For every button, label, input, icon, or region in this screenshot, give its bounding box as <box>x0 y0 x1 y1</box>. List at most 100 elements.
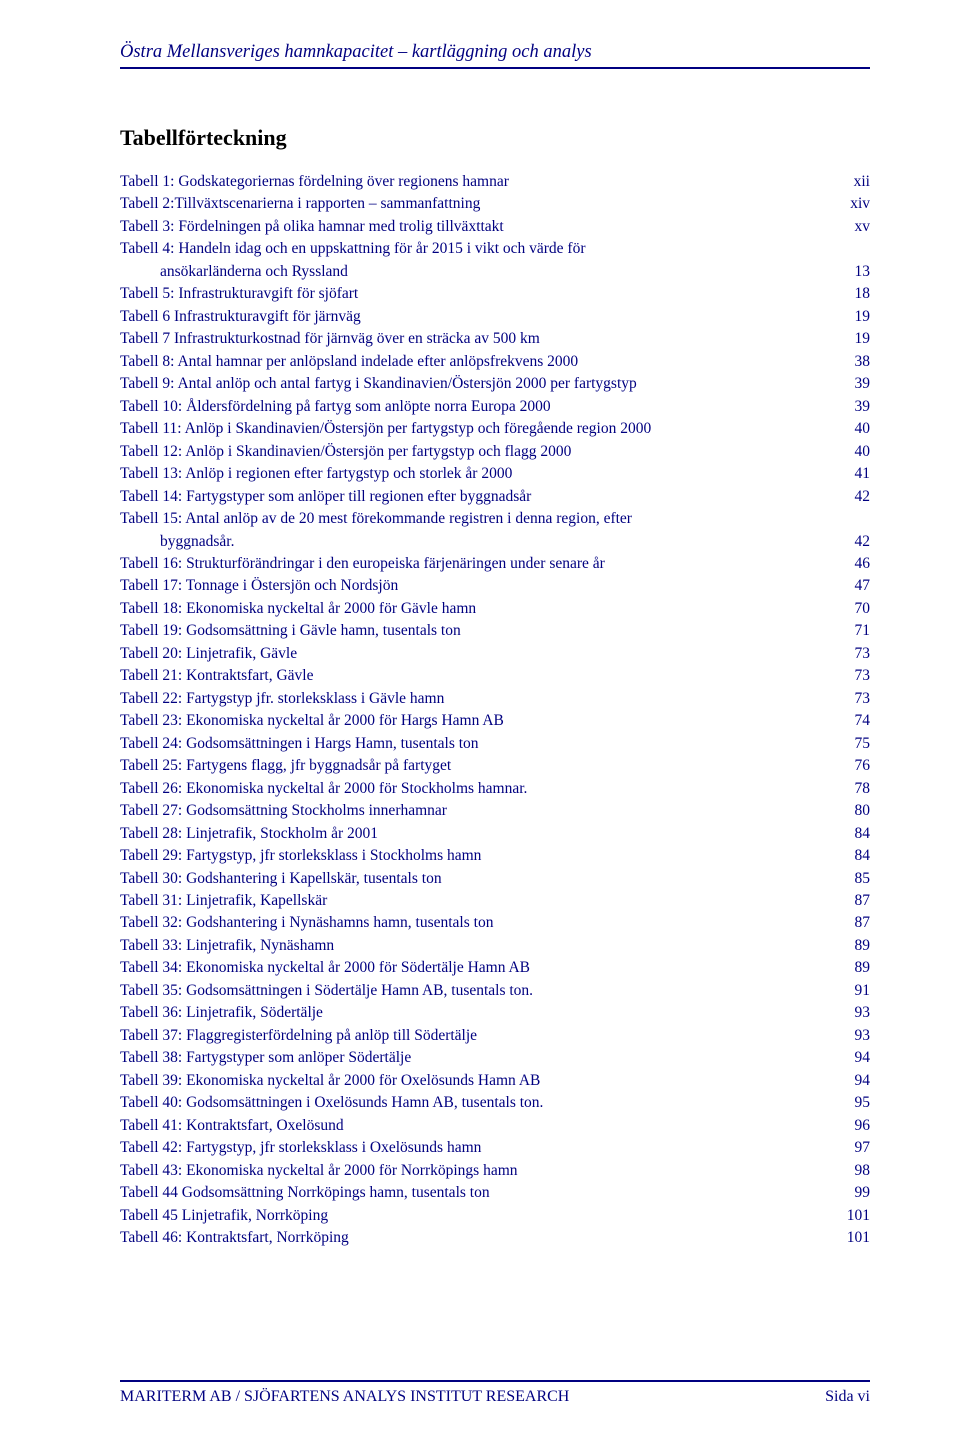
toc-entry-page: 19 <box>842 306 870 328</box>
footer-right: Sida vi <box>825 1388 870 1406</box>
toc-entry-page: xiv <box>842 193 870 215</box>
toc-entry-label: Tabell 46: Kontraktsfart, Norrköping <box>120 1227 349 1249</box>
toc-entry: Tabell 30: Godshantering i Kapellskär, t… <box>120 868 870 890</box>
page-footer: MARITERM AB / SJÖFARTENS ANALYS INSTITUT… <box>120 1380 870 1406</box>
toc-entry-label: byggnadsår. <box>120 531 234 553</box>
toc-entry: ansökarländerna och Ryssland 13 <box>120 261 870 283</box>
toc-entry-label: Tabell 15: Antal anlöp av de 20 mest för… <box>120 508 632 530</box>
toc-entry: Tabell 8: Antal hamnar per anlöpsland in… <box>120 351 870 373</box>
toc-entry: Tabell 6 Infrastrukturavgift för järnväg… <box>120 306 870 328</box>
toc-entry-label: Tabell 44 Godsomsättning Norrköpings ham… <box>120 1182 490 1204</box>
toc-entry-label: Tabell 23: Ekonomiska nyckeltal år 2000 … <box>120 710 504 732</box>
toc-entry: Tabell 27: Godsomsättning Stockholms inn… <box>120 800 870 822</box>
toc-entry-label: Tabell 18: Ekonomiska nyckeltal år 2000 … <box>120 598 476 620</box>
toc-entry: Tabell 44 Godsomsättning Norrköpings ham… <box>120 1182 870 1204</box>
toc-entry-page: 47 <box>842 575 870 597</box>
toc-entry-label: Tabell 43: Ekonomiska nyckeltal år 2000 … <box>120 1160 518 1182</box>
toc-entry-page: 73 <box>842 665 870 687</box>
toc-entry-label: Tabell 33: Linjetrafik, Nynäshamn <box>120 935 334 957</box>
toc-entry-label: Tabell 26: Ekonomiska nyckeltal år 2000 … <box>120 778 527 800</box>
toc-entry: Tabell 35: Godsomsättningen i Södertälje… <box>120 980 870 1002</box>
toc-entry-page: 42 <box>842 531 870 553</box>
toc-entry-page: 73 <box>842 688 870 710</box>
toc-entry-page: 80 <box>842 800 870 822</box>
toc-entry-page: 85 <box>842 868 870 890</box>
toc-entry: Tabell 32: Godshantering i Nynäshamns ha… <box>120 912 870 934</box>
toc-entry-page: 41 <box>842 463 870 485</box>
toc-entry: Tabell 16: Strukturförändringar i den eu… <box>120 553 870 575</box>
toc-entry: Tabell 45 Linjetrafik, Norrköping101 <box>120 1205 870 1227</box>
footer-left: MARITERM AB / SJÖFARTENS ANALYS INSTITUT… <box>120 1388 569 1406</box>
toc-entry: Tabell 34: Ekonomiska nyckeltal år 2000 … <box>120 957 870 979</box>
toc-entry: Tabell 36: Linjetrafik, Södertälje93 <box>120 1002 870 1024</box>
toc-entry-page: 42 <box>842 486 870 508</box>
toc-entry: Tabell 46: Kontraktsfart, Norrköping101 <box>120 1227 870 1249</box>
toc-entry-page: 94 <box>842 1070 870 1092</box>
toc-entry-page: 98 <box>842 1160 870 1182</box>
toc-entry-label: Tabell 31: Linjetrafik, Kapellskär <box>120 890 327 912</box>
toc-entry-label: Tabell 37: Flaggregisterfördelning på an… <box>120 1025 477 1047</box>
toc-entry: Tabell 4: Handeln idag och en uppskattni… <box>120 238 870 260</box>
toc-entry-label: Tabell 20: Linjetrafik, Gävle <box>120 643 297 665</box>
toc-entry-page: 13 <box>842 261 870 283</box>
table-of-contents: Tabell 1: Godskategoriernas fördelning ö… <box>120 171 870 1250</box>
toc-entry-page: 87 <box>842 890 870 912</box>
toc-entry-page: 19 <box>842 328 870 350</box>
toc-entry-label: Tabell 13: Anlöp i regionen efter fartyg… <box>120 463 512 485</box>
toc-entry-label: Tabell 19: Godsomsättning i Gävle hamn, … <box>120 620 461 642</box>
toc-entry-label: Tabell 6 Infrastrukturavgift för järnväg <box>120 306 361 328</box>
toc-entry-page: 39 <box>842 396 870 418</box>
toc-entry-label: Tabell 11: Anlöp i Skandinavien/Östersjö… <box>120 418 651 440</box>
toc-entry-label: Tabell 42: Fartygstyp, jfr storleksklass… <box>120 1137 481 1159</box>
toc-entry: Tabell 12: Anlöp i Skandinavien/Östersjö… <box>120 441 870 463</box>
toc-entry-page: 96 <box>842 1115 870 1137</box>
toc-entry-page: 76 <box>842 755 870 777</box>
toc-entry-page: 93 <box>842 1002 870 1024</box>
toc-entry-label: Tabell 21: Kontraktsfart, Gävle <box>120 665 313 687</box>
toc-entry-label: Tabell 2:Tillväxtscenarierna i rapporten… <box>120 193 480 215</box>
toc-entry-label: Tabell 38: Fartygstyper som anlöper Söde… <box>120 1047 411 1069</box>
toc-entry-page: 89 <box>842 935 870 957</box>
toc-entry: Tabell 7 Infrastrukturkostnad för järnvä… <box>120 328 870 350</box>
toc-entry: Tabell 20: Linjetrafik, Gävle73 <box>120 643 870 665</box>
toc-entry: Tabell 14: Fartygstyper som anlöper till… <box>120 486 870 508</box>
toc-entry: Tabell 26: Ekonomiska nyckeltal år 2000 … <box>120 778 870 800</box>
toc-entry-label: Tabell 9: Antal anlöp och antal fartyg i… <box>120 373 637 395</box>
toc-entry-page: 93 <box>842 1025 870 1047</box>
toc-entry: Tabell 42: Fartygstyp, jfr storleksklass… <box>120 1137 870 1159</box>
toc-entry-label: Tabell 27: Godsomsättning Stockholms inn… <box>120 800 447 822</box>
toc-entry-label: Tabell 39: Ekonomiska nyckeltal år 2000 … <box>120 1070 540 1092</box>
toc-entry-page: 87 <box>842 912 870 934</box>
toc-entry-label: Tabell 16: Strukturförändringar i den eu… <box>120 553 605 575</box>
toc-entry-page: 46 <box>842 553 870 575</box>
toc-entry-label: Tabell 34: Ekonomiska nyckeltal år 2000 … <box>120 957 530 979</box>
toc-entry-label: Tabell 3: Fördelningen på olika hamnar m… <box>120 216 504 238</box>
toc-entry-page: 101 <box>842 1205 870 1227</box>
toc-entry: Tabell 5: Infrastrukturavgift för sjöfar… <box>120 283 870 305</box>
toc-entry-page: 40 <box>842 418 870 440</box>
toc-entry: Tabell 29: Fartygstyp, jfr storleksklass… <box>120 845 870 867</box>
toc-entry-label: ansökarländerna och Ryssland <box>120 261 348 283</box>
toc-entry-page: 39 <box>842 373 870 395</box>
toc-entry: byggnadsår. 42 <box>120 531 870 553</box>
toc-entry: Tabell 13: Anlöp i regionen efter fartyg… <box>120 463 870 485</box>
toc-entry: Tabell 28: Linjetrafik, Stockholm år 200… <box>120 823 870 845</box>
toc-entry-label: Tabell 35: Godsomsättningen i Södertälje… <box>120 980 533 1002</box>
toc-entry: Tabell 1: Godskategoriernas fördelning ö… <box>120 171 870 193</box>
toc-entry-label: Tabell 25: Fartygens flagg, jfr byggnads… <box>120 755 451 777</box>
toc-entry-label: Tabell 4: Handeln idag och en uppskattni… <box>120 238 586 260</box>
toc-entry-page: 84 <box>842 845 870 867</box>
toc-heading: Tabellförteckning <box>120 125 870 151</box>
toc-entry-page: 99 <box>842 1182 870 1204</box>
toc-entry: Tabell 3: Fördelningen på olika hamnar m… <box>120 216 870 238</box>
toc-entry: Tabell 43: Ekonomiska nyckeltal år 2000 … <box>120 1160 870 1182</box>
toc-entry: Tabell 33: Linjetrafik, Nynäshamn 89 <box>120 935 870 957</box>
toc-entry: Tabell 10: Åldersfördelning på fartyg so… <box>120 396 870 418</box>
toc-entry: Tabell 19: Godsomsättning i Gävle hamn, … <box>120 620 870 642</box>
toc-entry: Tabell 38: Fartygstyper som anlöper Söde… <box>120 1047 870 1069</box>
toc-entry-label: Tabell 1: Godskategoriernas fördelning ö… <box>120 171 509 193</box>
toc-entry-page: 91 <box>842 980 870 1002</box>
toc-entry-label: Tabell 7 Infrastrukturkostnad för järnvä… <box>120 328 540 350</box>
toc-entry-page: 38 <box>842 351 870 373</box>
toc-entry: Tabell 24: Godsomsättningen i Hargs Hamn… <box>120 733 870 755</box>
